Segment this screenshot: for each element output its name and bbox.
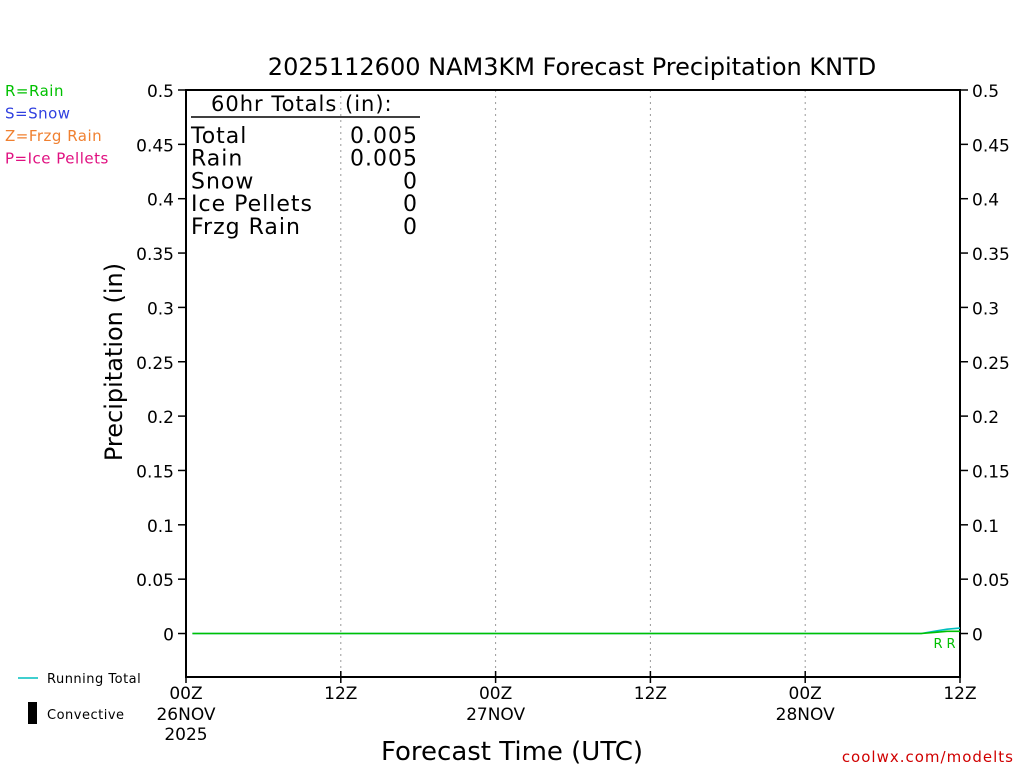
y-tick-label-left: 0.4	[147, 191, 174, 211]
legend-line-label: Convective	[47, 708, 125, 723]
x-tick-label: 00Z	[169, 684, 202, 704]
x-axis-label: Forecast Time (UTC)	[381, 737, 643, 767]
chart-title: 2025112600 NAM3KM Forecast Precipitation…	[268, 53, 876, 81]
legend-type-item: R=Rain	[5, 82, 64, 100]
y-tick-label-left: 0	[163, 626, 174, 646]
totals-row-label: Ice Pellets	[191, 192, 313, 217]
legend-line-label: Running Total	[47, 672, 141, 687]
y-tick-label-right: 0.5	[972, 82, 999, 102]
x-tick-label: 00Z	[789, 684, 822, 704]
precip-type-marker: R	[934, 637, 943, 652]
y-tick-label-right: 0.2	[972, 408, 999, 428]
y-tick-label-right: 0.25	[972, 354, 1010, 374]
totals-row-value: 0	[403, 192, 418, 217]
y-tick-label-left: 0.05	[136, 571, 174, 591]
x-tick-label: 12Z	[943, 684, 976, 704]
x-tick-date: 28NOV	[776, 705, 835, 725]
y-tick-label-left: 0.3	[147, 299, 174, 319]
series-legend: Running Total Convective	[18, 672, 141, 724]
precip-type-legend: R=Rain S=Snow Z=Frzg Rain P=Ice Pellets	[5, 82, 109, 168]
legend-type-item: Z=Frzg Rain	[5, 127, 102, 145]
x-tick-date: 27NOV	[466, 705, 525, 725]
legend-type-item: S=Snow	[5, 105, 71, 123]
x-tick-date: 26NOV	[156, 705, 215, 725]
series-line	[192, 630, 960, 635]
vertical-grid	[340, 90, 806, 677]
totals-row-label: Total	[190, 124, 247, 149]
totals-row-value: 0	[403, 169, 418, 194]
y-tick-label-left: 0.45	[136, 136, 174, 156]
y-tick-label-right: 0.1	[972, 517, 999, 537]
y-tick-label-left: 0.2	[147, 408, 174, 428]
legend-type-item: P=Ice Pellets	[5, 150, 109, 168]
totals-row-value: 0.005	[350, 147, 418, 172]
y-tick-label-left: 0.25	[136, 354, 174, 374]
y-tick-label-left: 0.5	[147, 82, 174, 102]
y-tick-label-left: 0.35	[136, 245, 174, 265]
legend-bar-swatch	[28, 702, 37, 724]
totals-row-label: Rain	[191, 147, 243, 172]
totals-row-value: 0.005	[350, 124, 418, 149]
y-tick-label-left: 0.1	[147, 517, 174, 537]
totals-row-label: Snow	[191, 169, 254, 194]
precip-type-marker: R	[946, 637, 955, 652]
totals-row-label: Frzg Rain	[191, 215, 301, 240]
y-tick-label-right: 0.3	[972, 299, 999, 319]
y-tick-label-right: 0.45	[972, 136, 1010, 156]
plot-frame	[185, 89, 961, 678]
y-tick-label-right: 0.05	[972, 571, 1010, 591]
totals-box: 60hr Totals (in): Total 0.005 Rain 0.005 Snow…	[190, 92, 420, 240]
x-tick-label: 12Z	[324, 684, 357, 704]
totals-header: 60hr Totals (in):	[211, 92, 393, 116]
credit-link: coolwx.com/modelts	[842, 748, 1014, 766]
x-tick-label: 12Z	[634, 684, 667, 704]
y-axis-label: Precipitation (in)	[100, 263, 128, 461]
y-tick-label-right: 0.4	[972, 191, 999, 211]
series-lines	[192, 627, 961, 635]
x-tick-year: 2025	[164, 725, 207, 745]
y-tick-label-right: 0	[972, 626, 983, 646]
totals-row-value: 0	[403, 215, 418, 240]
y-tick-label-left: 0.15	[136, 462, 174, 482]
y-axis-ticks: 0.5 0.5 0.45 0.45 0.4 0.4 0.35 0.35 0.3 0.3 0.25 0.…	[136, 82, 1010, 646]
y-tick-label-right: 0.15	[972, 462, 1010, 482]
y-tick-label-right: 0.35	[972, 245, 1010, 265]
x-tick-label: 00Z	[479, 684, 512, 704]
